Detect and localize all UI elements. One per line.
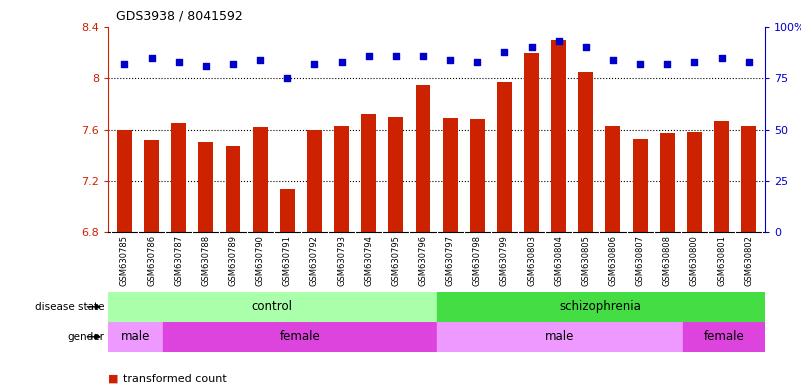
Text: GSM630785: GSM630785 — [120, 235, 129, 286]
Bar — [687, 132, 702, 232]
Text: GSM630790: GSM630790 — [256, 235, 264, 286]
Bar — [334, 126, 349, 232]
Point — [362, 53, 375, 59]
Text: GSM630801: GSM630801 — [717, 235, 726, 286]
Bar — [226, 146, 240, 232]
Text: GSM630789: GSM630789 — [228, 235, 237, 286]
Text: GSM630799: GSM630799 — [500, 235, 509, 286]
Bar — [171, 123, 186, 232]
Point — [145, 55, 158, 61]
Text: ■: ■ — [108, 374, 119, 384]
Point — [335, 59, 348, 65]
Bar — [163, 322, 437, 352]
Bar — [497, 82, 512, 232]
Bar — [117, 130, 132, 232]
Text: GSM630794: GSM630794 — [364, 235, 373, 286]
Point — [715, 55, 728, 61]
Text: transformed count: transformed count — [123, 374, 227, 384]
Bar — [307, 130, 322, 232]
Bar — [108, 292, 437, 322]
Text: male: male — [545, 330, 574, 343]
Text: GSM630792: GSM630792 — [310, 235, 319, 286]
Bar — [437, 292, 765, 322]
Text: GSM630787: GSM630787 — [174, 235, 183, 286]
Bar — [108, 322, 163, 352]
Text: GDS3938 / 8041592: GDS3938 / 8041592 — [116, 10, 243, 23]
Bar — [199, 142, 213, 232]
Point — [281, 75, 294, 81]
Point — [688, 59, 701, 65]
Bar — [714, 121, 729, 232]
Bar — [606, 126, 621, 232]
Text: GSM630798: GSM630798 — [473, 235, 481, 286]
Point — [227, 61, 239, 67]
Point — [254, 57, 267, 63]
Point — [118, 61, 131, 67]
Bar — [252, 127, 268, 232]
Text: male: male — [121, 330, 151, 343]
Text: gender: gender — [67, 332, 104, 342]
Point — [634, 61, 646, 67]
Point — [444, 57, 457, 63]
Bar — [682, 322, 765, 352]
Text: GSM630803: GSM630803 — [527, 235, 536, 286]
Text: GSM630808: GSM630808 — [662, 235, 672, 286]
Text: GSM630797: GSM630797 — [445, 235, 455, 286]
Text: schizophrenia: schizophrenia — [560, 300, 642, 313]
Point — [552, 38, 565, 44]
Point — [417, 53, 429, 59]
Point — [308, 61, 321, 67]
Point — [389, 53, 402, 59]
Bar — [361, 114, 376, 232]
Point — [661, 61, 674, 67]
Bar — [416, 84, 430, 232]
Bar — [443, 118, 457, 232]
Bar — [741, 126, 756, 232]
Text: GSM630791: GSM630791 — [283, 235, 292, 286]
Text: GSM630795: GSM630795 — [392, 235, 400, 286]
Text: GSM630796: GSM630796 — [418, 235, 428, 286]
Text: female: female — [280, 330, 320, 343]
Bar — [280, 189, 295, 232]
Bar — [470, 119, 485, 232]
Point — [743, 59, 755, 65]
Point — [525, 44, 538, 50]
Text: disease state: disease state — [34, 302, 104, 312]
Bar — [388, 117, 403, 232]
Text: GSM630800: GSM630800 — [690, 235, 699, 286]
Text: control: control — [252, 300, 293, 313]
Text: GSM630802: GSM630802 — [744, 235, 753, 286]
Bar — [551, 40, 566, 232]
Bar — [524, 53, 539, 232]
Text: GSM630793: GSM630793 — [337, 235, 346, 286]
Bar — [660, 134, 674, 232]
Text: GSM630807: GSM630807 — [636, 235, 645, 286]
Bar — [144, 140, 159, 232]
Text: GSM630806: GSM630806 — [609, 235, 618, 286]
Point — [579, 44, 592, 50]
Point — [172, 59, 185, 65]
Text: GSM630804: GSM630804 — [554, 235, 563, 286]
Text: GSM630805: GSM630805 — [582, 235, 590, 286]
Bar — [437, 322, 682, 352]
Text: female: female — [703, 330, 744, 343]
Text: GSM630786: GSM630786 — [147, 235, 156, 286]
Point — [199, 63, 212, 69]
Point — [606, 57, 619, 63]
Text: GSM630788: GSM630788 — [201, 235, 211, 286]
Point — [471, 59, 484, 65]
Point — [498, 48, 511, 55]
Bar — [578, 72, 594, 232]
Bar — [633, 139, 647, 232]
